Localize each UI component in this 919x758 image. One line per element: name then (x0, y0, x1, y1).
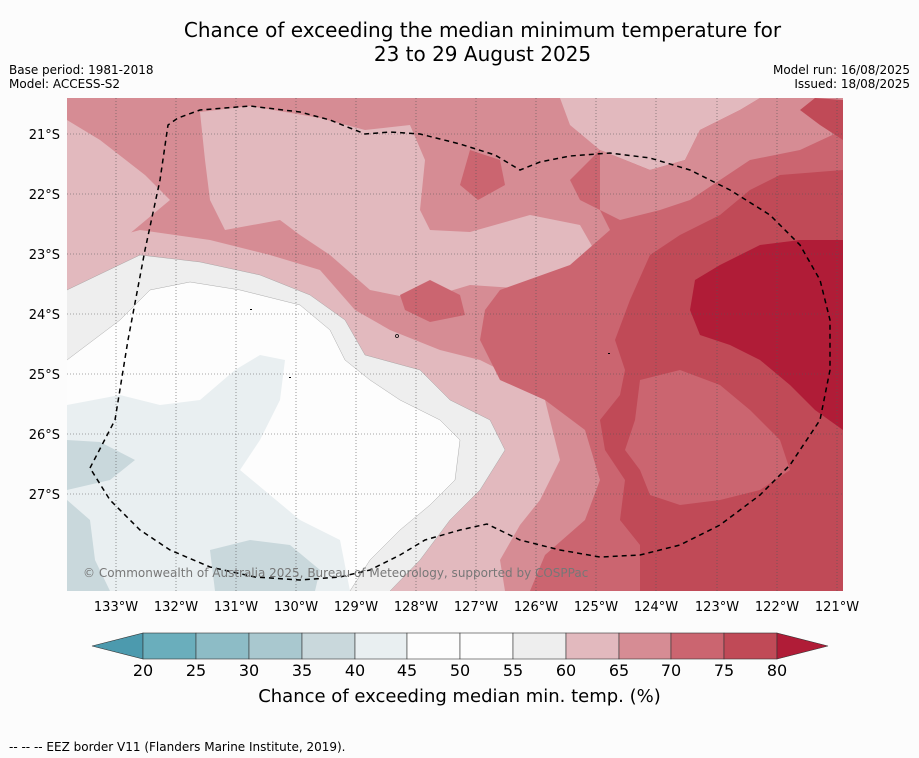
lon-label: 133°W (94, 600, 138, 615)
colorbar-tick: 20 (133, 661, 153, 680)
colorbar-segment (670, 632, 725, 660)
lon-label: 132°W (154, 600, 198, 615)
colorbar-segment (723, 632, 778, 660)
colorbar-segment (354, 632, 408, 660)
colorbar-segment (301, 632, 356, 660)
issued-date: Issued: 18/08/2025 (794, 77, 910, 91)
colorbar-high-extend (776, 632, 829, 660)
colorbar-tick: 80 (767, 661, 787, 680)
colorbar-segment (512, 632, 567, 660)
colorbar-tick: 70 (661, 661, 681, 680)
copyright-text: © Commonwealth of Australia 2025, Bureau… (83, 566, 588, 580)
colorbar-tick: 40 (345, 661, 365, 680)
lon-label: 125°W (574, 600, 618, 615)
colorbar-segment (248, 632, 303, 660)
colorbar-tick: 30 (239, 661, 259, 680)
lat-label: 27°S (29, 488, 60, 503)
contour-60-topright (560, 98, 760, 170)
lon-label: 127°W (454, 600, 498, 615)
colorbar-segment (618, 632, 672, 660)
colorbar-tick: 75 (714, 661, 734, 680)
contour-65-topright (600, 98, 843, 220)
colorbar-segment (565, 632, 620, 660)
lon-label: 131°W (214, 600, 258, 615)
colorbar-segment (195, 632, 250, 660)
lat-label: 23°S (29, 248, 60, 263)
model-name: Model: ACCESS-S2 (9, 77, 121, 91)
colorbar-segment (459, 632, 514, 660)
latitude-labels: 21°S 22°S 23°S 24°S 25°S 26°S 27°S (29, 128, 60, 503)
title-line-2: 23 to 29 August 2025 (373, 42, 592, 66)
probability-contours (67, 98, 843, 591)
model-run: Model run: 16/08/2025 (772, 63, 910, 77)
colorbar-title: Chance of exceeding median min. temp. (%… (258, 686, 661, 707)
colorbar-ticks: 20 25 30 35 40 45 50 55 60 65 70 75 80 (133, 661, 787, 680)
meta-right: Model run: 16/08/2025 Issued: 18/08/2025 (773, 63, 910, 91)
contour-lines (67, 254, 506, 591)
lat-label: 24°S (29, 308, 60, 323)
lon-label: 126°W (514, 600, 558, 615)
base-period: Base period: 1981-2018 (9, 63, 154, 77)
colorbar-tick: 50 (450, 661, 470, 680)
grid-lines (67, 98, 843, 591)
meta-left: Base period: 1981-2018 Model: ACCESS-S2 (9, 63, 154, 91)
colorbar-tick: 55 (503, 661, 523, 680)
lat-label: 25°S (29, 368, 60, 383)
colorbar-segment (142, 632, 197, 660)
colorbar-low-extend (91, 632, 144, 660)
contour-35-south (67, 500, 110, 591)
map-title: Chance of exceeding the median minimum t… (0, 18, 919, 66)
title-line-1: Chance of exceeding the median minimum t… (183, 18, 782, 42)
contour-60-north (200, 106, 600, 300)
colorbar-tick: 25 (186, 661, 206, 680)
forecast-map: © Commonwealth of Australia 2025, Bureau… (29, 98, 859, 680)
lon-label: 128°W (394, 600, 438, 615)
lon-label: 123°W (695, 600, 739, 615)
island-marks (250, 309, 610, 378)
lat-label: 26°S (29, 428, 60, 443)
contour-40 (67, 355, 350, 591)
contour-35-west (67, 440, 135, 490)
colorbar-tick: 65 (609, 661, 629, 680)
lon-label: 121°W (815, 600, 859, 615)
contour-35-central (210, 540, 320, 591)
contour-70-inner (625, 370, 790, 505)
lon-label: 130°W (274, 600, 318, 615)
colorbar-tick: 35 (292, 661, 312, 680)
lat-label: 22°S (29, 188, 60, 203)
lon-label: 122°W (755, 600, 799, 615)
contour-80 (690, 240, 843, 430)
colorbar (91, 632, 829, 660)
lon-label: 124°W (634, 600, 678, 615)
eez-footnote: -- -- -- EEZ border V11 (Flanders Marine… (9, 740, 346, 754)
lat-label: 21°S (29, 128, 60, 143)
longitude-labels: 133°W 132°W 131°W 130°W 129°W 128°W 127°… (94, 600, 859, 615)
colorbar-tick: 60 (556, 661, 576, 680)
colorbar-segment (406, 632, 461, 660)
colorbar-tick: 45 (397, 661, 417, 680)
lon-label: 129°W (334, 600, 378, 615)
